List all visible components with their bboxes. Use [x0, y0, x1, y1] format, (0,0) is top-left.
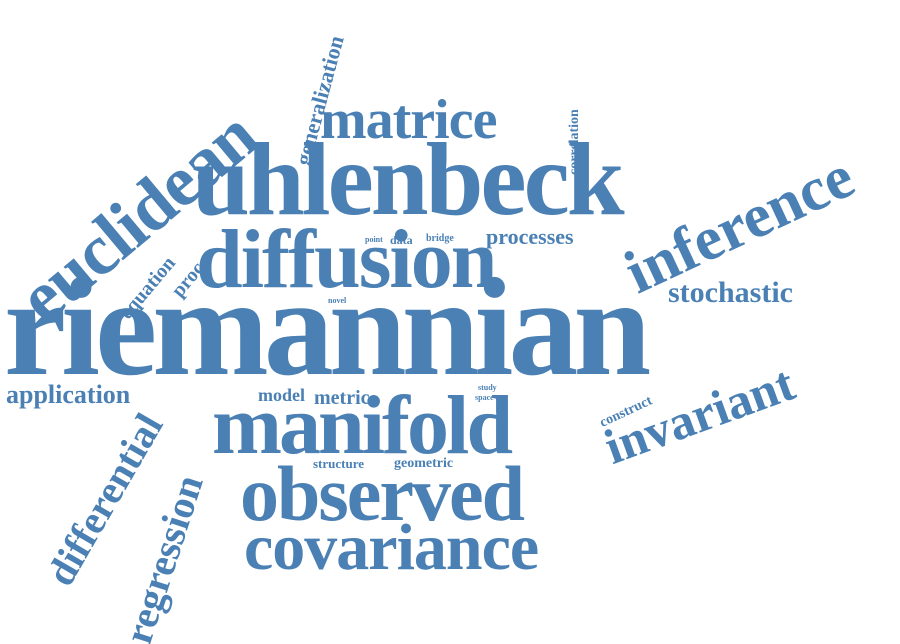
- word-novel: novel: [328, 296, 347, 305]
- word-application: application: [6, 380, 131, 409]
- word-diffusion: diffusion: [196, 213, 497, 306]
- word-data: data: [390, 233, 413, 247]
- word-geometric: geometric: [394, 456, 454, 471]
- word-riemannian: riemannian: [4, 250, 651, 405]
- word-space: space: [475, 393, 494, 402]
- word-structure: structure: [313, 456, 365, 471]
- word-bridge: bridge: [426, 233, 454, 244]
- word-observed: observed: [240, 450, 525, 537]
- word-matrice: matrice: [320, 89, 497, 151]
- word-model: model: [258, 385, 305, 405]
- word-processes: processes: [486, 224, 574, 249]
- word-metric: metric: [314, 387, 370, 409]
- word-stochastic: stochastic: [668, 276, 793, 309]
- word-study: study: [478, 383, 497, 392]
- word-manifold: manifold: [212, 379, 513, 472]
- word-cone: cone: [339, 334, 355, 343]
- word-point: point: [365, 235, 383, 244]
- word-uhlenbeck: uhlenbeck: [192, 122, 625, 237]
- word-correlation: correlation: [567, 109, 582, 175]
- word-covariance: covariance: [244, 511, 539, 584]
